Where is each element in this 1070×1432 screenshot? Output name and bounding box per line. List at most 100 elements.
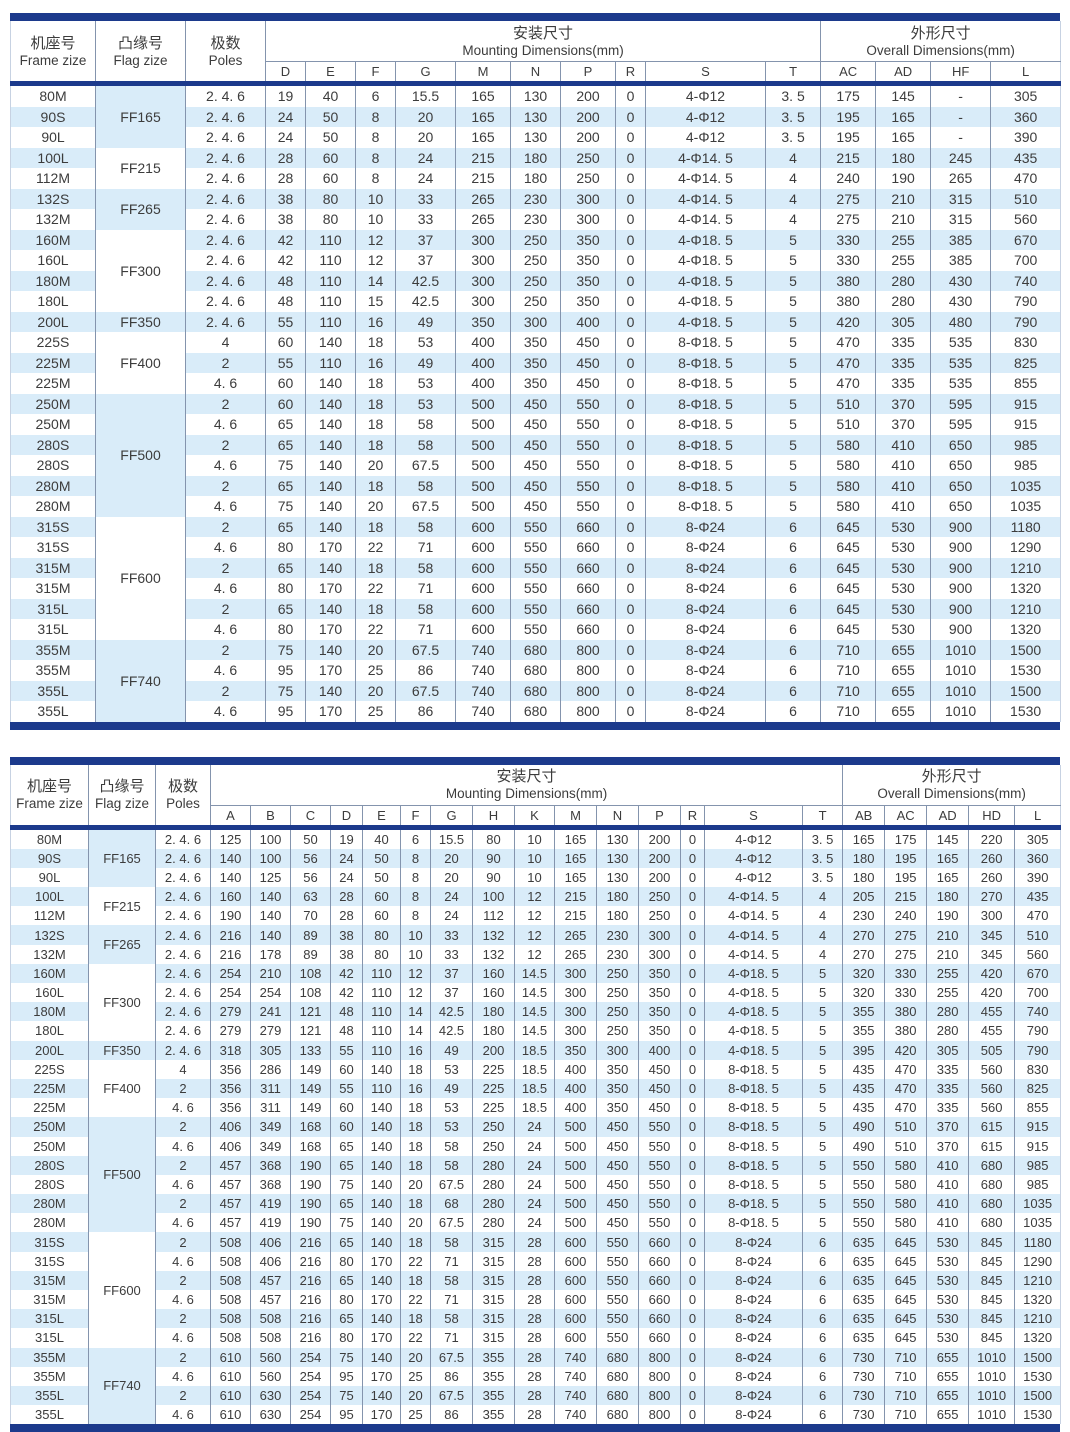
frame-size-cell: 355M <box>11 660 96 681</box>
dim-cell-t: 4 <box>766 148 821 169</box>
dim-cell-r: 0 <box>616 537 646 558</box>
dim-cell-h: 160 <box>473 964 515 983</box>
overall-header-cn: 外形尺寸 <box>821 24 1060 43</box>
dim-cell-r: 0 <box>681 1194 705 1213</box>
dim-cell-ac: 710 <box>821 660 876 681</box>
dim-cell-hf: 595 <box>931 414 991 435</box>
poles-cell: 4. 6 <box>186 373 266 394</box>
dim-cell-p: 200 <box>639 868 681 887</box>
dim-cell-t: 5 <box>766 455 821 476</box>
frame-size-cell: 225M <box>11 1098 89 1117</box>
dim-cell-g: 49 <box>431 1079 473 1098</box>
dim-cell-l: 1500 <box>1015 1348 1061 1367</box>
frame-size-cell: 315S <box>11 1232 89 1251</box>
dim-cell-hf: 1010 <box>931 681 991 702</box>
dim-cell-n: 130 <box>597 849 639 868</box>
dim-cell-r: 0 <box>616 312 646 333</box>
dim-cell-l: 670 <box>991 230 1061 251</box>
dim-cell-g: 15.5 <box>396 84 456 107</box>
dim-cell-ad: 530 <box>876 558 931 579</box>
dim-cell-p: 550 <box>561 455 616 476</box>
dim-cell-n: 250 <box>511 230 561 251</box>
dim-cell-p: 300 <box>639 925 681 944</box>
poles-cell: 2 <box>186 476 266 497</box>
flag-size-cell: FF400 <box>96 332 186 394</box>
dim-cell-b: 457 <box>251 1290 291 1309</box>
dim-cell-p: 200 <box>639 827 681 849</box>
dim-cell-ad: 335 <box>927 1098 969 1117</box>
poles-cell: 2. 4. 6 <box>186 271 266 292</box>
dim-cell-m: 600 <box>456 578 511 599</box>
dim-cell-l: 435 <box>991 148 1061 169</box>
dim-cell-n: 250 <box>511 271 561 292</box>
frame-size-cell: 80M <box>11 84 96 107</box>
dim-cell-s: 8-Φ24 <box>705 1232 803 1251</box>
dim-cell-c: 56 <box>291 868 331 887</box>
dim-cell-c: 190 <box>291 1213 331 1232</box>
dim-cell-e: 50 <box>363 849 401 868</box>
dim-cell-l: 305 <box>1015 827 1061 849</box>
dim-cell-g: 49 <box>396 353 456 374</box>
dim-cell-n: 550 <box>511 558 561 579</box>
dim-cell-b: 254 <box>251 983 291 1002</box>
frame-size-cell: 225M <box>11 373 96 394</box>
dim-cell-s: 8-Φ24 <box>705 1271 803 1290</box>
dim-cell-e: 60 <box>363 906 401 925</box>
dim-cell-f: 12 <box>356 230 396 251</box>
dim-cell-g: 24 <box>396 168 456 189</box>
dim-cell-g: 67.5 <box>431 1386 473 1405</box>
dim-cell-c: 216 <box>291 1232 331 1251</box>
dim-cell-ad: 655 <box>927 1386 969 1405</box>
dim-cell-k: 24 <box>515 1194 555 1213</box>
dim-cell-ac: 420 <box>885 1041 927 1060</box>
column-letter-n: N <box>511 62 561 84</box>
dim-cell-l: 1500 <box>991 681 1061 702</box>
dim-cell-g: 24 <box>431 906 473 925</box>
dim-cell-f: 8 <box>401 906 431 925</box>
dim-cell-ac: 710 <box>821 701 876 722</box>
dim-cell-a: 160 <box>211 887 251 906</box>
dim-cell-ac: 195 <box>885 849 927 868</box>
dim-cell-l: 790 <box>991 291 1061 312</box>
dim-cell-a: 254 <box>211 983 251 1002</box>
dim-cell-ab: 635 <box>843 1290 885 1309</box>
dim-cell-e: 140 <box>306 496 356 517</box>
dim-cell-p: 350 <box>639 964 681 983</box>
dim-cell-m: 500 <box>555 1137 597 1156</box>
dim-cell-e: 50 <box>306 107 356 128</box>
dim-cell-s: 8-Φ24 <box>646 537 766 558</box>
dim-cell-b: 406 <box>251 1252 291 1271</box>
dim-cell-r: 0 <box>681 887 705 906</box>
dim-cell-ad: 305 <box>876 312 931 333</box>
frame-size-cell: 160L <box>11 983 89 1002</box>
poles-cell: 4. 6 <box>186 537 266 558</box>
poles-cell: 2. 4. 6 <box>156 849 211 868</box>
poles-cell: 2. 4. 6 <box>156 887 211 906</box>
dim-cell-d: 65 <box>266 517 306 538</box>
dim-cell-m: 500 <box>555 1175 597 1194</box>
dim-cell-r: 0 <box>616 455 646 476</box>
dim-cell-l: 1530 <box>1015 1367 1061 1386</box>
dim-cell-f: 20 <box>401 1348 431 1367</box>
dim-cell-g: 53 <box>396 394 456 415</box>
dim-cell-f: 12 <box>356 250 396 271</box>
column-letter-p: P <box>561 62 616 84</box>
poles-cell: 4. 6 <box>156 1405 211 1424</box>
dim-cell-g: 24 <box>431 887 473 906</box>
overall-header-en: Overall Dimensions(mm) <box>843 786 1060 802</box>
dim-cell-n: 180 <box>511 168 561 189</box>
dim-cell-s: 8-Φ24 <box>646 681 766 702</box>
dim-cell-e: 110 <box>363 1021 401 1040</box>
dim-cell-p: 800 <box>561 640 616 661</box>
dim-cell-m: 740 <box>555 1405 597 1424</box>
column-letter-f: F <box>401 805 431 827</box>
dim-cell-t: 6 <box>766 619 821 640</box>
dim-cell-g: 67.5 <box>396 640 456 661</box>
dim-cell-a: 508 <box>211 1290 251 1309</box>
dim-cell-ad: 530 <box>927 1290 969 1309</box>
